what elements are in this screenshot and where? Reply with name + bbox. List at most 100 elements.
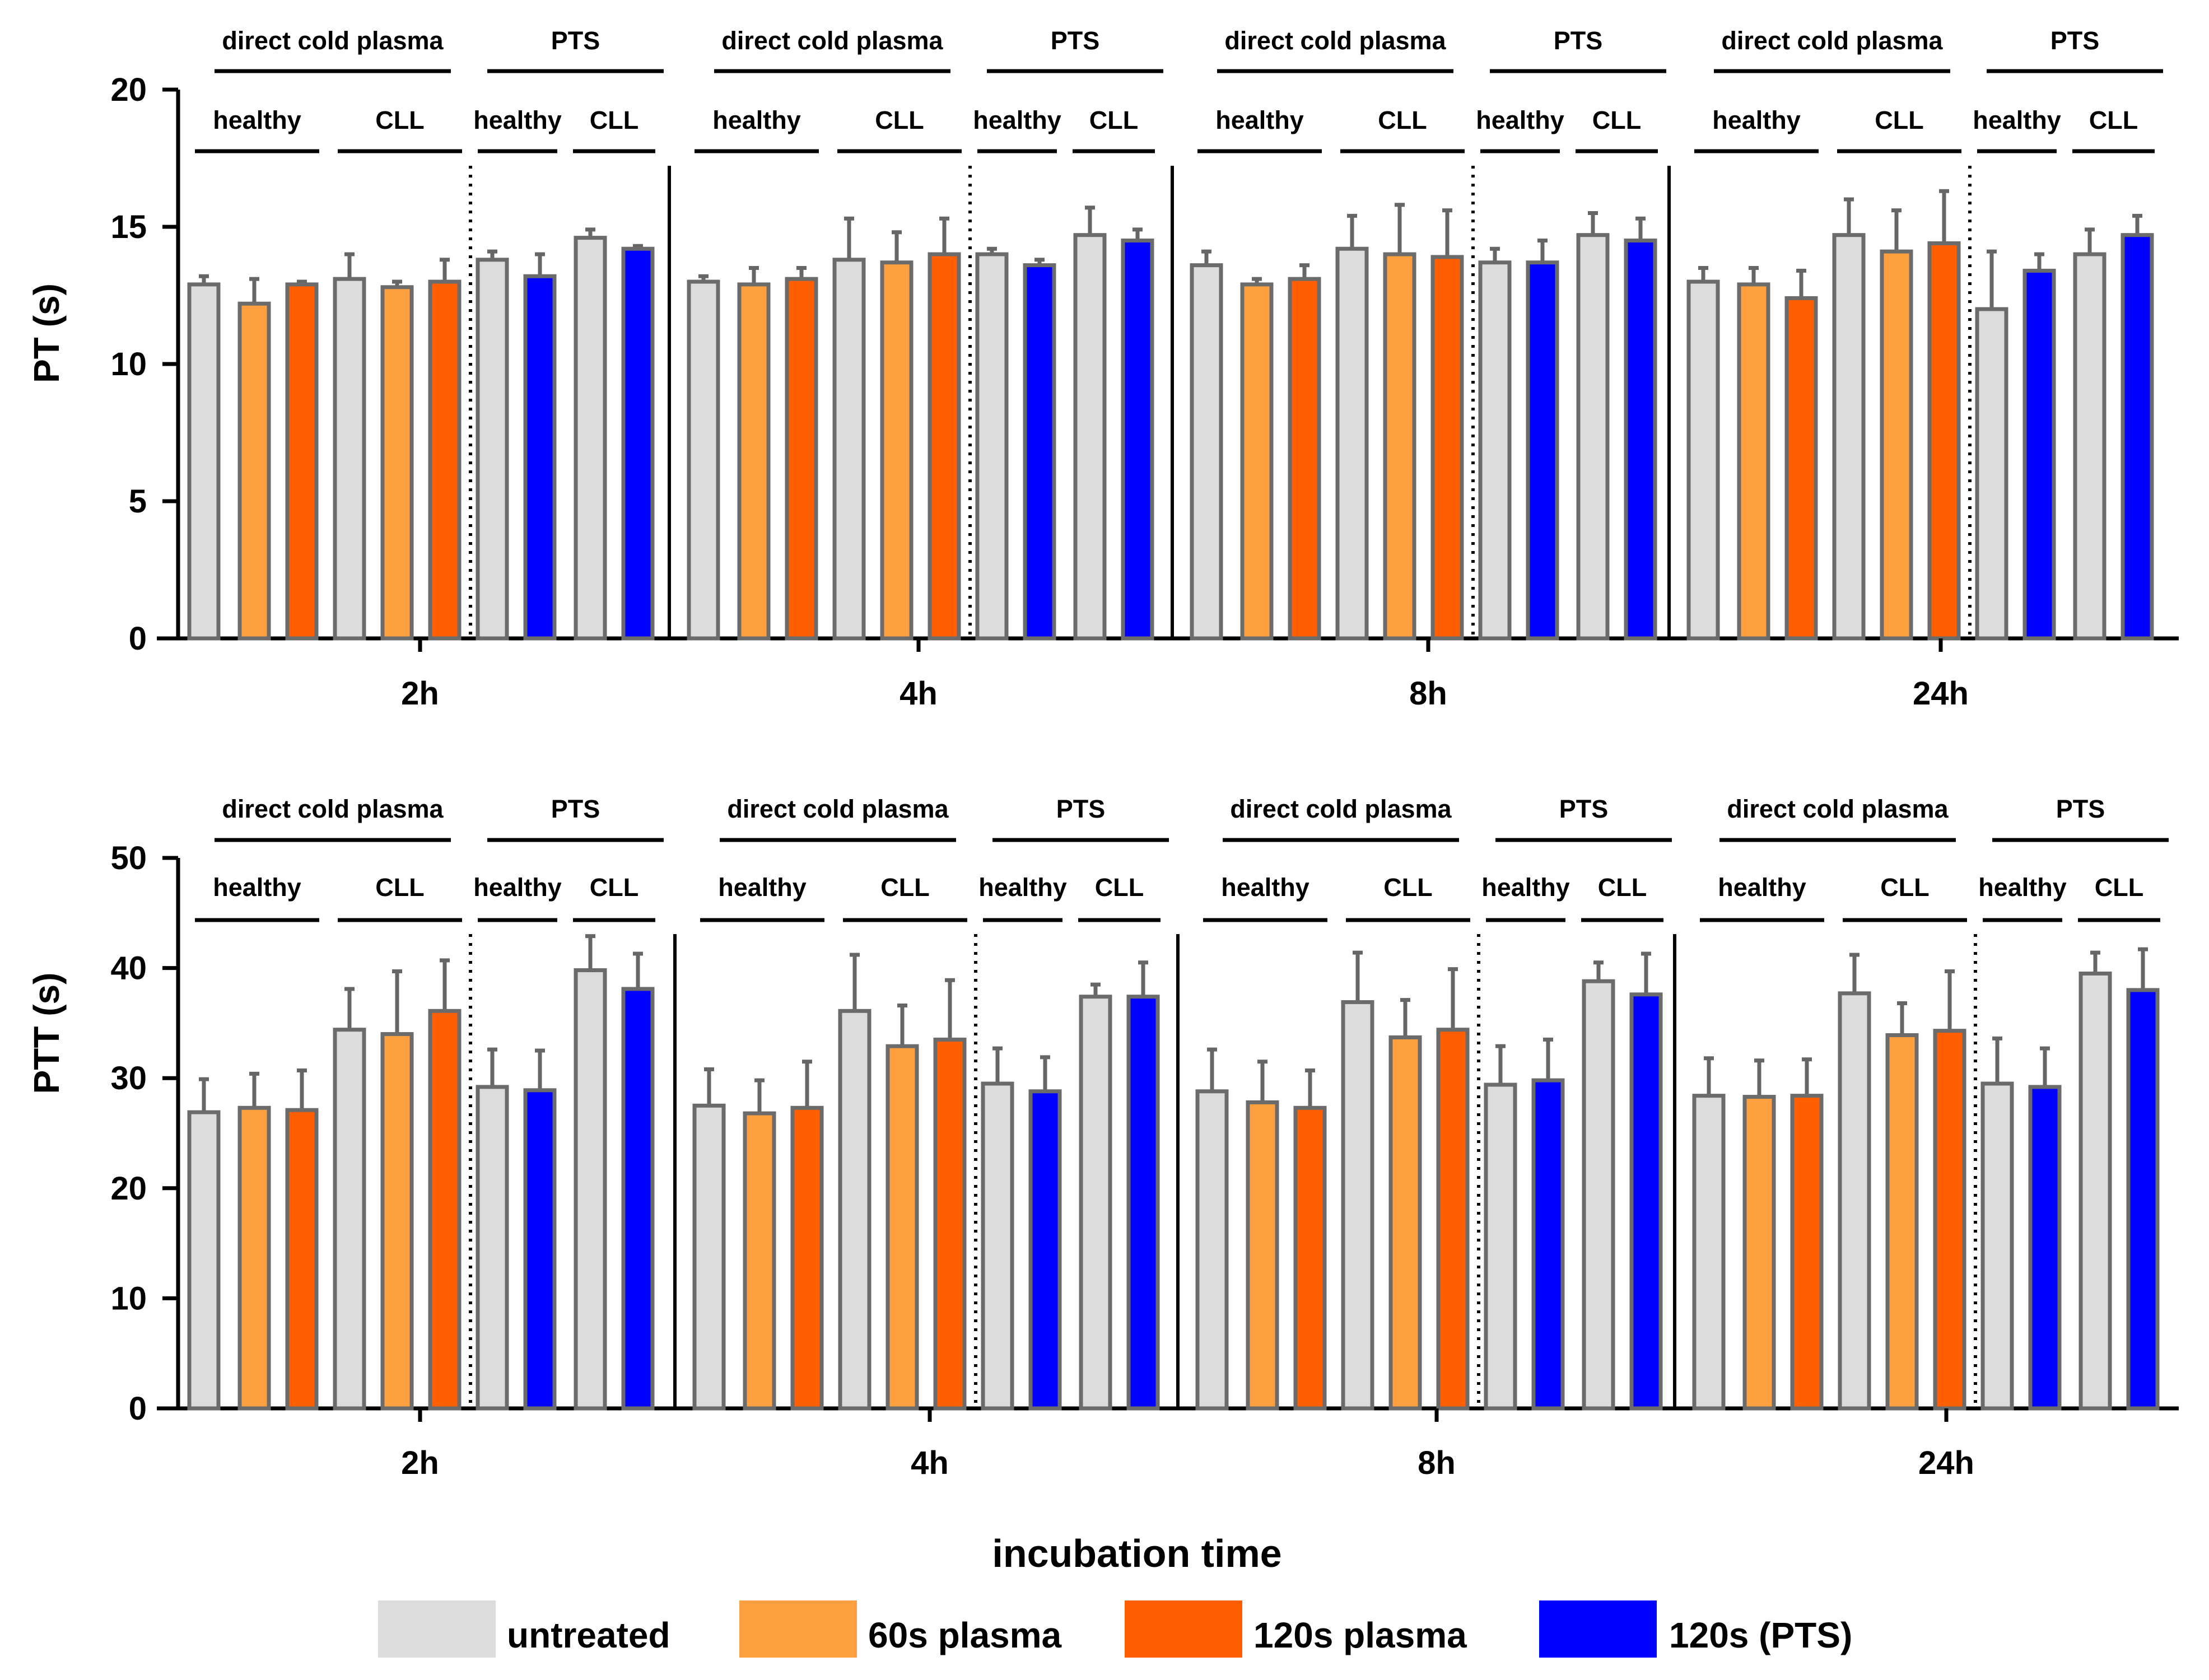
- direct-healthy-label: healthy: [1215, 106, 1304, 134]
- bar-untreated: [1832, 233, 1866, 641]
- bar-pts: [1121, 239, 1154, 641]
- bar-plasma60: [1383, 252, 1416, 641]
- bar-plasma60: [880, 260, 914, 641]
- group-2h: direct cold plasma PTS healthy CLL healthy CL…: [187, 795, 664, 1481]
- pts-header-label: PTS: [2050, 26, 2100, 55]
- bar-untreated: [476, 258, 509, 641]
- bar-untreated: [687, 279, 720, 641]
- bar-plasma120: [1288, 277, 1321, 641]
- direct-cll-label: CLL: [1378, 106, 1427, 134]
- bar-plasma60: [380, 285, 414, 641]
- pts-cll-label: CLL: [1089, 106, 1138, 134]
- pts-header-label: PTS: [551, 795, 600, 823]
- y-tick-label: 30: [110, 1060, 147, 1096]
- bar-pts: [1126, 995, 1160, 1411]
- bar-plasma120: [1784, 296, 1818, 641]
- y-tick-label: 10: [110, 346, 147, 382]
- y-tick-label: 15: [110, 209, 147, 245]
- legend-label-120s-pts: 120s (PTS): [1669, 1615, 1852, 1655]
- direct-healthy-label: healthy: [1221, 873, 1309, 902]
- x-tick-label: 24h: [1918, 1445, 1974, 1481]
- bar-untreated: [1975, 307, 2008, 641]
- bar-plasma120: [1927, 241, 1961, 641]
- group-24h: direct cold plasma PTS healthy CLL healthy CL…: [1667, 26, 2163, 712]
- bar-plasma60: [737, 282, 771, 641]
- pts-cll-label: CLL: [1095, 873, 1144, 902]
- pt-y-axis-label: PT (s): [26, 283, 67, 383]
- legend-label-120s-plasma: 120s plasma: [1253, 1615, 1467, 1655]
- direct-header-label: direct cold plasma: [727, 795, 949, 823]
- pts-cll-label: CLL: [2089, 106, 2138, 134]
- bar-plasma120: [790, 1105, 824, 1411]
- bar-pts: [1531, 1078, 1565, 1411]
- bar-untreated: [574, 236, 607, 641]
- group-24h: direct cold plasma PTS healthy CLL healthy CL…: [1673, 795, 2169, 1481]
- direct-header-label: direct cold plasma: [222, 795, 444, 823]
- bar-untreated: [1341, 1000, 1374, 1411]
- bar-untreated: [1484, 1082, 1517, 1411]
- bar-pts: [2028, 1085, 2062, 1411]
- bar-plasma120: [928, 252, 961, 641]
- pts-header-label: PTS: [1051, 26, 1100, 55]
- pts-cll-label: CLL: [1598, 873, 1647, 902]
- bar-plasma60: [1880, 249, 1913, 641]
- ptt-y-axis-label: PTT (s): [26, 973, 67, 1094]
- bar-untreated: [2078, 971, 2112, 1411]
- bar-plasma60: [237, 301, 271, 641]
- pts-healthy-label: healthy: [1476, 106, 1564, 134]
- legend-label-untreated: untreated: [507, 1615, 670, 1655]
- pts-header-label: PTS: [551, 26, 600, 55]
- bar-pts: [1028, 1089, 1062, 1411]
- y-tick-label: 0: [129, 620, 147, 657]
- bar-untreated: [2073, 252, 2107, 641]
- y-tick-label: 40: [110, 950, 147, 987]
- x-tick-label: 2h: [401, 1445, 439, 1481]
- ptt-chart: PTT (s) 0 10 20 30 40 50 direct cold plasma PT…: [26, 795, 2179, 1481]
- bar-untreated: [1335, 246, 1369, 641]
- pts-header-label: PTS: [2056, 795, 2105, 823]
- bar-untreated: [333, 1028, 366, 1411]
- x-tick-label: 4h: [900, 675, 938, 712]
- direct-healthy-label: healthy: [1712, 106, 1801, 134]
- direct-header-label: direct cold plasma: [1727, 795, 1949, 823]
- bar-untreated: [1838, 991, 1871, 1411]
- legend-swatch-60s-plasma: [739, 1600, 857, 1658]
- legend-label-60s-plasma: 60s plasma: [868, 1615, 1062, 1655]
- bar-untreated: [1073, 233, 1107, 641]
- x-tick-label: 8h: [1409, 675, 1447, 712]
- bar-untreated: [1576, 233, 1610, 641]
- bar-plasma60: [1885, 1033, 1919, 1411]
- group-4h: direct cold plasma PTS healthy CLL healthy CL…: [668, 26, 1163, 712]
- bar-plasma60: [743, 1111, 776, 1411]
- bar-untreated: [1195, 1089, 1229, 1411]
- bar-plasma60: [380, 1032, 414, 1411]
- direct-healthy-label: healthy: [712, 106, 801, 134]
- pts-cll-label: CLL: [590, 106, 639, 134]
- direct-header-label: direct cold plasma: [222, 26, 444, 55]
- bar-pts: [1624, 239, 1657, 641]
- pt-chart: PT (s) 0 5 10 15 20 direct cold plasma PTS hea…: [26, 26, 2179, 712]
- bar-pts: [1023, 263, 1056, 641]
- bar-pts: [523, 1088, 557, 1411]
- bar-pts: [523, 274, 557, 641]
- bar-untreated: [187, 282, 221, 641]
- pts-healthy-label: healthy: [1481, 873, 1570, 902]
- legend: untreated 60s plasma 120s plasma 120s (P…: [378, 1600, 1852, 1658]
- bar-plasma120: [1933, 1029, 1966, 1411]
- direct-healthy-label: healthy: [718, 873, 807, 902]
- pts-header-label: PTS: [1559, 795, 1609, 823]
- bar-plasma120: [933, 1037, 967, 1411]
- direct-cll-label: CLL: [1875, 106, 1923, 134]
- bar-plasma120: [1436, 1028, 1470, 1411]
- pts-cll-label: CLL: [2095, 873, 2143, 902]
- pts-header-label: PTS: [1056, 795, 1106, 823]
- bar-plasma60: [1240, 282, 1274, 641]
- direct-cll-label: CLL: [1383, 873, 1432, 902]
- y-tick-label: 20: [110, 72, 147, 108]
- bar-plasma60: [1737, 282, 1770, 641]
- x-tick-label: 4h: [911, 1445, 949, 1481]
- bar-untreated: [333, 277, 366, 641]
- bar-untreated: [574, 968, 607, 1411]
- bar-plasma120: [1790, 1094, 1824, 1411]
